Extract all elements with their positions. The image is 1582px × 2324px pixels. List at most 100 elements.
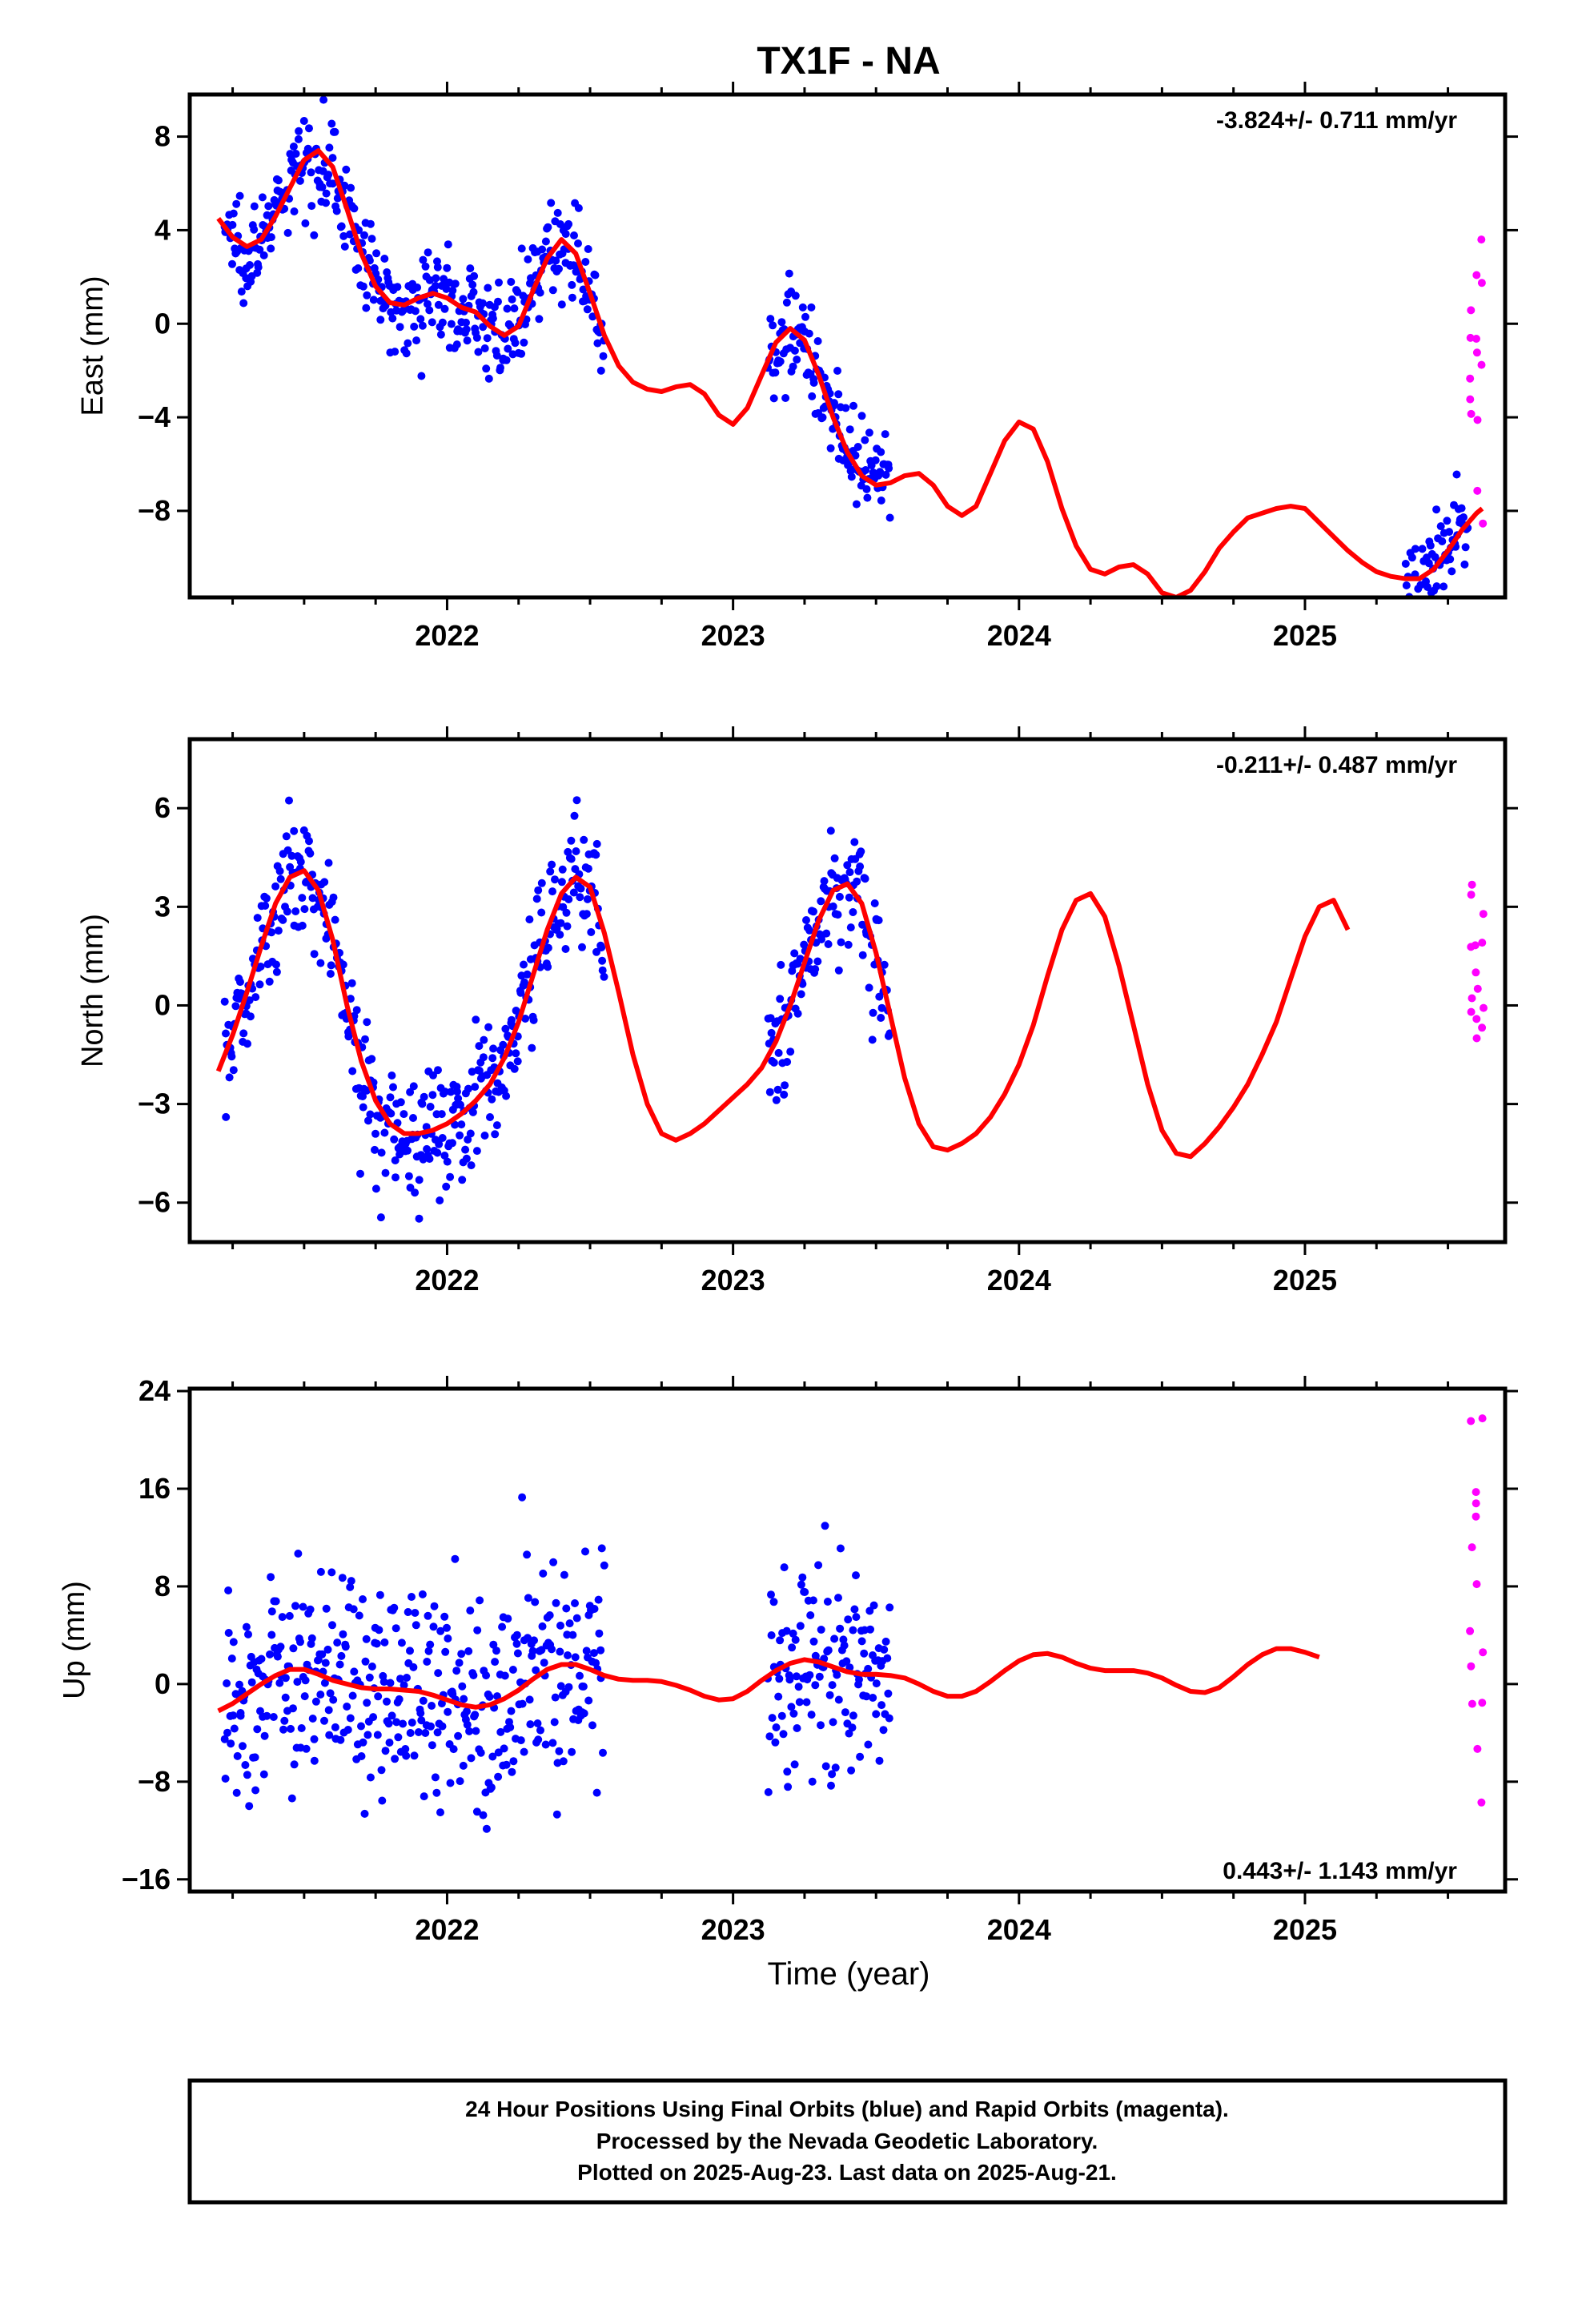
final-orbit-point	[808, 392, 817, 400]
final-orbit-point	[842, 1657, 851, 1666]
final-orbit-point	[1419, 0, 1427, 4]
final-orbit-point	[347, 979, 356, 987]
final-orbit-point	[524, 255, 532, 263]
final-orbit-point	[359, 1595, 367, 1603]
final-orbit-point	[552, 1598, 560, 1607]
final-orbit-point	[423, 1658, 432, 1666]
final-orbit-point	[307, 168, 315, 177]
final-orbit-point	[427, 1722, 435, 1731]
final-orbit-point	[391, 1156, 400, 1164]
final-orbit-point	[301, 219, 310, 227]
final-orbit-point	[841, 404, 850, 412]
final-orbit-point	[1408, 0, 1416, 4]
final-orbit-point	[399, 1719, 408, 1728]
final-orbit-point	[1449, 0, 1457, 4]
x-tick-label: 2022	[415, 1264, 479, 1297]
final-orbit-point	[373, 1731, 382, 1739]
final-orbit-point	[496, 364, 504, 372]
final-orbit-point	[316, 1691, 325, 1699]
final-orbit-point	[415, 1176, 424, 1184]
final-orbit-point	[506, 1723, 515, 1731]
final-orbit-point	[1455, 0, 1463, 4]
final-orbit-point	[355, 1611, 363, 1620]
final-orbit-point	[1407, 553, 1416, 562]
final-orbit-point	[829, 1718, 837, 1727]
final-orbit-point	[440, 1152, 449, 1160]
final-orbit-point	[580, 1709, 588, 1718]
final-orbit-point	[583, 895, 592, 903]
final-orbit-point	[235, 1680, 243, 1689]
final-orbit-point	[457, 1120, 466, 1129]
final-orbit-point	[1444, 0, 1452, 4]
final-orbit-point	[434, 1669, 443, 1678]
final-orbit-point	[283, 228, 292, 237]
final-orbit-point	[791, 1635, 800, 1644]
final-orbit-point	[1431, 553, 1439, 561]
final-orbit-point	[335, 1660, 344, 1669]
final-orbit-point	[572, 796, 581, 805]
final-orbit-point	[232, 199, 241, 208]
final-orbit-point	[408, 1593, 416, 1601]
final-orbit-point	[532, 1666, 540, 1675]
final-orbit-point	[388, 314, 397, 323]
y-tick-label: −16	[122, 1863, 171, 1896]
final-orbit-point	[885, 513, 894, 522]
final-orbit-point	[562, 908, 571, 917]
final-orbit-point	[291, 1602, 299, 1610]
final-orbit-point	[1450, 0, 1458, 4]
final-orbit-point	[294, 1550, 303, 1558]
final-orbit-point	[451, 279, 460, 288]
final-orbit-point	[830, 1634, 839, 1643]
rapid-orbit-point	[1472, 968, 1480, 977]
final-orbit-point	[775, 1675, 784, 1683]
final-orbit-point	[1458, 0, 1466, 4]
final-orbit-point	[883, 1654, 892, 1663]
y-axis-label: East (mm)	[76, 275, 110, 416]
chart-title: TX1F - NA	[757, 40, 940, 82]
final-orbit-point	[790, 949, 799, 958]
final-orbit-point	[508, 1666, 517, 1674]
final-orbit-point	[390, 1135, 399, 1144]
final-orbit-point	[1416, 0, 1424, 4]
rapid-orbit-point	[1479, 1648, 1488, 1657]
final-orbit-point	[260, 1731, 269, 1740]
final-orbit-point	[461, 1145, 470, 1154]
final-orbit-point	[538, 245, 547, 254]
final-orbit-point	[771, 368, 780, 377]
final-orbit-point	[536, 288, 544, 297]
final-orbit-point	[1442, 0, 1450, 4]
rapid-orbit-point	[1477, 279, 1486, 287]
final-orbit-point	[790, 1760, 799, 1769]
final-orbit-point	[247, 1678, 256, 1687]
rapid-orbit-point	[1468, 1699, 1476, 1708]
final-orbit-point	[833, 1671, 841, 1679]
final-orbit-point	[769, 321, 777, 330]
final-orbit-point	[336, 1735, 345, 1744]
final-orbit-point	[525, 1695, 534, 1704]
footer-box	[187, 2078, 1508, 2205]
x-axis-label: Time (year)	[768, 1956, 930, 1992]
final-orbit-point	[329, 1695, 338, 1704]
final-orbit-point	[872, 1679, 881, 1688]
rapid-orbit-point	[1472, 335, 1480, 343]
final-orbit-point	[807, 1711, 816, 1719]
final-orbit-point	[435, 1140, 444, 1148]
final-orbit-point	[1436, 522, 1445, 531]
final-orbit-point	[463, 1707, 471, 1715]
final-orbit-point	[1431, 0, 1439, 4]
final-orbit-point	[836, 1624, 845, 1633]
final-orbit-point	[557, 878, 566, 887]
final-orbit-point	[471, 1083, 480, 1092]
final-orbit-point	[806, 1611, 815, 1619]
final-orbit-point	[377, 1148, 386, 1157]
y-tick-label: −3	[138, 1088, 171, 1120]
final-orbit-point	[512, 1639, 521, 1648]
final-orbit-point	[536, 1726, 544, 1735]
final-orbit-point	[432, 274, 440, 283]
final-orbit-point	[523, 1550, 532, 1559]
final-orbit-point	[880, 1645, 889, 1654]
final-orbit-point	[227, 1739, 235, 1748]
final-orbit-point	[877, 1003, 886, 1012]
final-orbit-point	[493, 1692, 501, 1701]
final-orbit-point	[1460, 0, 1468, 4]
